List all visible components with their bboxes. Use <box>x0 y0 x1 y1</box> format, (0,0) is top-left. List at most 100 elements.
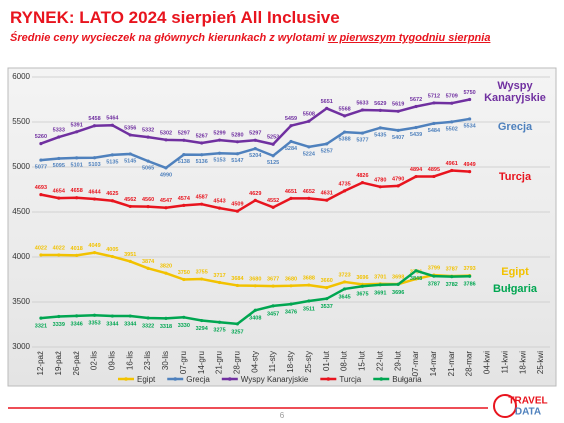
point <box>75 130 79 134</box>
point <box>325 106 329 111</box>
value-label: 3275 <box>213 328 225 334</box>
value-label: 5633 <box>356 100 368 106</box>
value-label: 3874 <box>142 259 155 265</box>
value-label: 3257 <box>231 329 243 335</box>
x-tick-label: 16-lis <box>125 351 134 370</box>
value-label: 3786 <box>463 282 475 288</box>
value-label: 3677 <box>267 277 279 283</box>
value-label: 4560 <box>142 197 154 203</box>
point <box>200 277 204 281</box>
value-label: 5138 <box>178 159 190 165</box>
value-label: 3696 <box>356 275 368 281</box>
value-label: 3793 <box>463 266 475 272</box>
value-label: 4654 <box>53 189 66 195</box>
value-label: 5135 <box>106 159 118 165</box>
value-label: 4990 <box>160 172 172 178</box>
value-label: 3688 <box>303 276 315 282</box>
value-label: 5224 <box>303 151 316 157</box>
point <box>325 286 329 290</box>
point <box>414 277 418 281</box>
value-label: 4894 <box>410 167 423 173</box>
x-tick-label: 04-sty <box>250 351 259 373</box>
value-label: 5299 <box>213 131 225 137</box>
value-label: 5568 <box>338 106 350 112</box>
x-tick-label: 25-kwi <box>536 351 545 374</box>
value-label: 5147 <box>231 158 243 164</box>
point <box>164 166 168 170</box>
legend-swatch <box>326 377 331 381</box>
x-tick-label: 14-gru <box>197 351 206 374</box>
point <box>289 284 293 288</box>
x-tick-label: 14-mar <box>429 351 438 377</box>
value-label: 3684 <box>231 276 244 282</box>
value-label: 3344 <box>124 321 137 327</box>
value-label: 3344 <box>106 321 119 327</box>
x-tick-label: 26-paź <box>72 351 81 375</box>
legend-label: Wyspy Kanaryjskie <box>241 375 309 384</box>
point <box>164 138 168 142</box>
value-label: 3787 <box>446 267 458 273</box>
value-label: 5508 <box>303 112 315 118</box>
point <box>235 152 240 156</box>
point <box>75 314 79 318</box>
value-label: 4790 <box>392 176 404 182</box>
value-label: 5651 <box>321 99 333 105</box>
value-label: 5257 <box>321 148 333 154</box>
x-tick-label: 02-lis <box>90 351 99 370</box>
point <box>271 304 275 308</box>
subtitle: Średnie ceny wycieczek na głównych kieru… <box>10 32 490 44</box>
point <box>75 196 79 200</box>
point <box>360 181 365 185</box>
value-label: 3701 <box>374 274 386 280</box>
x-tick-label: 11-kwi <box>500 351 509 374</box>
value-label: 4547 <box>160 198 172 204</box>
point <box>128 152 132 156</box>
value-label: 5267 <box>196 133 208 139</box>
point <box>360 108 365 112</box>
point <box>450 120 454 124</box>
point <box>271 205 275 209</box>
point <box>128 133 132 137</box>
value-label: 3330 <box>178 323 190 329</box>
point <box>414 269 418 273</box>
point <box>342 189 347 193</box>
value-label: 5065 <box>142 166 154 172</box>
x-tick-label: 11-sty <box>268 351 277 372</box>
value-label: 3750 <box>178 270 190 276</box>
point <box>235 283 240 288</box>
point <box>57 156 61 161</box>
value-label: 3717 <box>213 273 225 279</box>
value-label: 5356 <box>124 125 136 131</box>
point <box>468 97 472 102</box>
value-label: 3680 <box>249 276 261 282</box>
x-tick-label: 21-gru <box>215 351 224 374</box>
value-label: 5464 <box>106 116 119 122</box>
legend-swatch <box>124 377 128 381</box>
value-label: 3318 <box>160 324 172 330</box>
point <box>217 206 222 210</box>
value-label: 5333 <box>53 127 65 133</box>
y-tick-label: 3500 <box>12 297 30 306</box>
point <box>325 198 329 202</box>
legend-label: Bułgaria <box>392 375 422 384</box>
value-label: 3820 <box>160 264 172 270</box>
value-label: 4631 <box>321 191 333 197</box>
value-label: 4018 <box>71 246 83 252</box>
point <box>110 314 114 318</box>
value-label: 4651 <box>285 189 297 195</box>
value-label: 4587 <box>196 195 208 201</box>
x-tick-label: 18-sty <box>286 351 295 373</box>
series-label: Egipt <box>501 266 529 278</box>
point <box>217 320 222 324</box>
point <box>164 271 168 275</box>
value-label: 5095 <box>53 163 65 169</box>
value-label: 4005 <box>106 247 118 253</box>
point <box>450 101 454 105</box>
x-tick-label: 07-gru <box>179 351 188 374</box>
series-label: Turcja <box>498 171 532 183</box>
value-label: 4022 <box>53 245 65 251</box>
value-label: 3408 <box>249 316 261 322</box>
point <box>307 196 311 200</box>
x-tick-label: 22-lut <box>375 350 384 371</box>
value-label: 5153 <box>213 158 225 164</box>
